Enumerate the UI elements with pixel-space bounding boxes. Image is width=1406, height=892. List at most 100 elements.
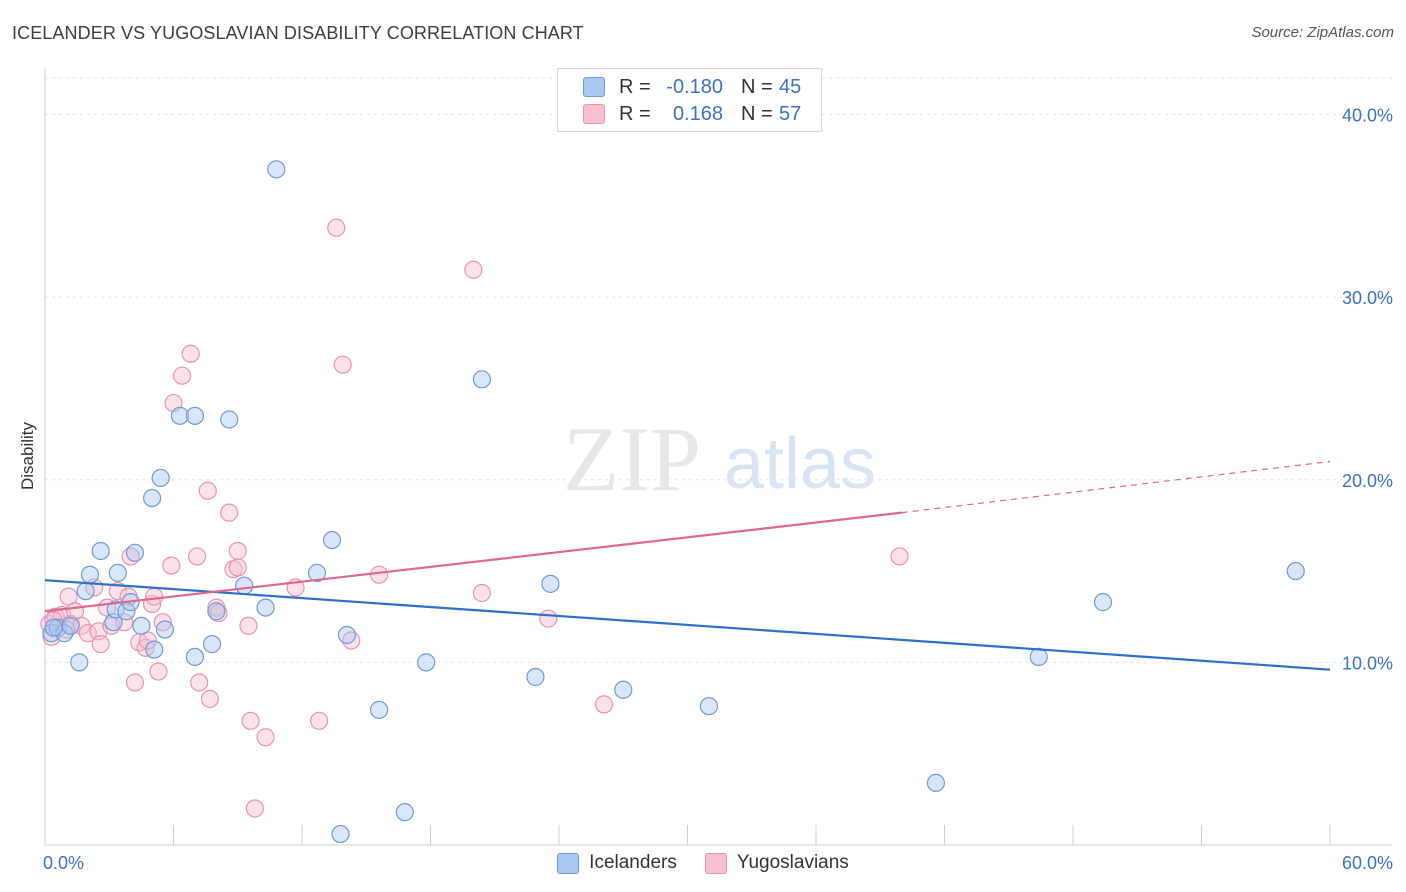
yugoslavian-point — [145, 587, 164, 606]
r-value: -0.180 — [666, 75, 723, 98]
n-value: 45 — [779, 75, 802, 98]
icelander-point — [614, 680, 633, 699]
yugoslavian-point — [162, 556, 181, 575]
icelander-point — [307, 563, 327, 582]
yugoslavian-point — [228, 541, 247, 561]
yugoslavian-point — [472, 583, 491, 603]
yugoslavians-swatch — [704, 852, 727, 874]
yugoslavian-point — [91, 635, 110, 654]
icelander-point — [132, 616, 151, 635]
yugoslavians-swatch — [583, 104, 605, 124]
yugoslavian-point — [241, 711, 260, 730]
yugoslavian-point — [172, 366, 192, 385]
y-axis-label: Disability — [18, 421, 37, 491]
icelander-point — [55, 624, 74, 643]
icelander-point — [108, 563, 127, 582]
icelanders-swatch — [557, 852, 580, 874]
icelander-point — [61, 616, 80, 635]
icelander-point — [145, 640, 164, 659]
yugoslavian-point — [239, 616, 258, 635]
icelander-point — [337, 625, 357, 645]
icelander-point — [235, 576, 254, 595]
icelander-point — [322, 530, 342, 550]
icelander-point — [1093, 593, 1113, 612]
legend-item-yugoslavians: Yugoslavians — [704, 852, 849, 874]
yugoslavians-trend-line — [44, 511, 902, 613]
yugoslavian-point — [200, 689, 220, 709]
yugoslavian-point — [190, 673, 209, 692]
y-tick-label: 40.0% — [1342, 106, 1393, 126]
axes — [44, 68, 1392, 846]
yugoslavian-point — [153, 613, 172, 632]
icelander-point — [417, 653, 436, 672]
yugoslavian-point — [198, 481, 217, 500]
icelander-point — [76, 582, 95, 601]
yugoslavian-point — [890, 547, 909, 566]
yugoslavian-point — [256, 728, 275, 747]
n-label: N = — [741, 102, 773, 125]
watermark-zip: ZIP — [563, 408, 701, 510]
icelander-point — [155, 620, 175, 639]
icelander-point — [170, 406, 190, 425]
icelander-point — [91, 541, 110, 561]
x-tick-label: 60.0% — [1342, 853, 1393, 873]
icelander-point — [267, 160, 286, 179]
icelander-point — [185, 647, 205, 667]
icelander-point — [70, 653, 89, 672]
yugoslavian-point — [228, 558, 247, 577]
icelander-point — [125, 543, 145, 562]
yugoslavian-point — [125, 673, 145, 692]
y-tick-label: 20.0% — [1342, 471, 1393, 491]
legend-label-yugoslavians: Yugoslavians — [736, 852, 849, 873]
icelander-point — [80, 565, 100, 584]
x-tick-label: 0.0% — [43, 853, 84, 873]
source-label: Source: ZipAtlas.com — [1251, 24, 1394, 41]
yugoslavian-point — [187, 547, 207, 566]
y-tick-label: 10.0% — [1342, 653, 1393, 673]
n-value: 57 — [779, 102, 802, 125]
icelander-point — [926, 773, 946, 793]
y-tick-label: 30.0% — [1342, 288, 1393, 308]
icelander-point — [185, 406, 205, 425]
legend-row-icelanders: R = -0.180 N = 45 — [583, 75, 801, 99]
icelander-point — [541, 574, 560, 593]
icelander-point — [1029, 647, 1048, 667]
icelander-point — [331, 824, 350, 844]
grid-lines — [45, 77, 1392, 663]
yugoslavian-point — [464, 260, 483, 279]
icelander-point — [1286, 561, 1305, 581]
icelanders-swatch — [583, 77, 605, 97]
tick-labels: 10.0% 20.0% 30.0% 40.0% 0.0% 60.0% — [43, 106, 1393, 873]
icelanders-trend-line — [44, 579, 1331, 671]
series-legend: Icelanders Yugoslavians — [0, 852, 1406, 874]
yugoslavian-point — [72, 616, 91, 635]
r-label: R = — [619, 75, 651, 98]
trend-lines — [44, 460, 1331, 671]
icelander-point — [699, 697, 719, 716]
yugoslavian-point — [327, 218, 346, 237]
n-label: N = — [741, 75, 773, 98]
legend-item-icelanders: Icelanders — [557, 852, 677, 874]
yugoslavian-point — [108, 582, 127, 601]
r-label: R = — [619, 102, 651, 125]
icelander-point — [472, 370, 491, 389]
chart-title: ICELANDER VS YUGOSLAVIAN DISABILITY CORR… — [12, 23, 584, 43]
legend-row-yugoslavians: R = 0.168 N = 57 — [583, 102, 801, 126]
icelander-point — [202, 635, 222, 654]
icelander-point — [526, 667, 545, 687]
yugoslavian-point — [149, 662, 168, 681]
yugoslavian-point — [181, 344, 200, 363]
icelander-point — [207, 602, 226, 621]
yugoslavian-point — [333, 355, 352, 374]
icelander-point — [142, 488, 162, 508]
yugoslavian-point — [310, 711, 329, 730]
r-value: 0.168 — [672, 102, 723, 125]
yugoslavian-point — [539, 609, 558, 628]
yugoslavians-trend-extension — [901, 460, 1331, 514]
icelander-point — [220, 410, 239, 429]
watermark-atlas: atlas — [724, 424, 876, 504]
yugoslavian-point — [594, 695, 614, 714]
yugoslavian-point — [115, 613, 134, 632]
legend-label-icelanders: Icelanders — [589, 852, 677, 873]
